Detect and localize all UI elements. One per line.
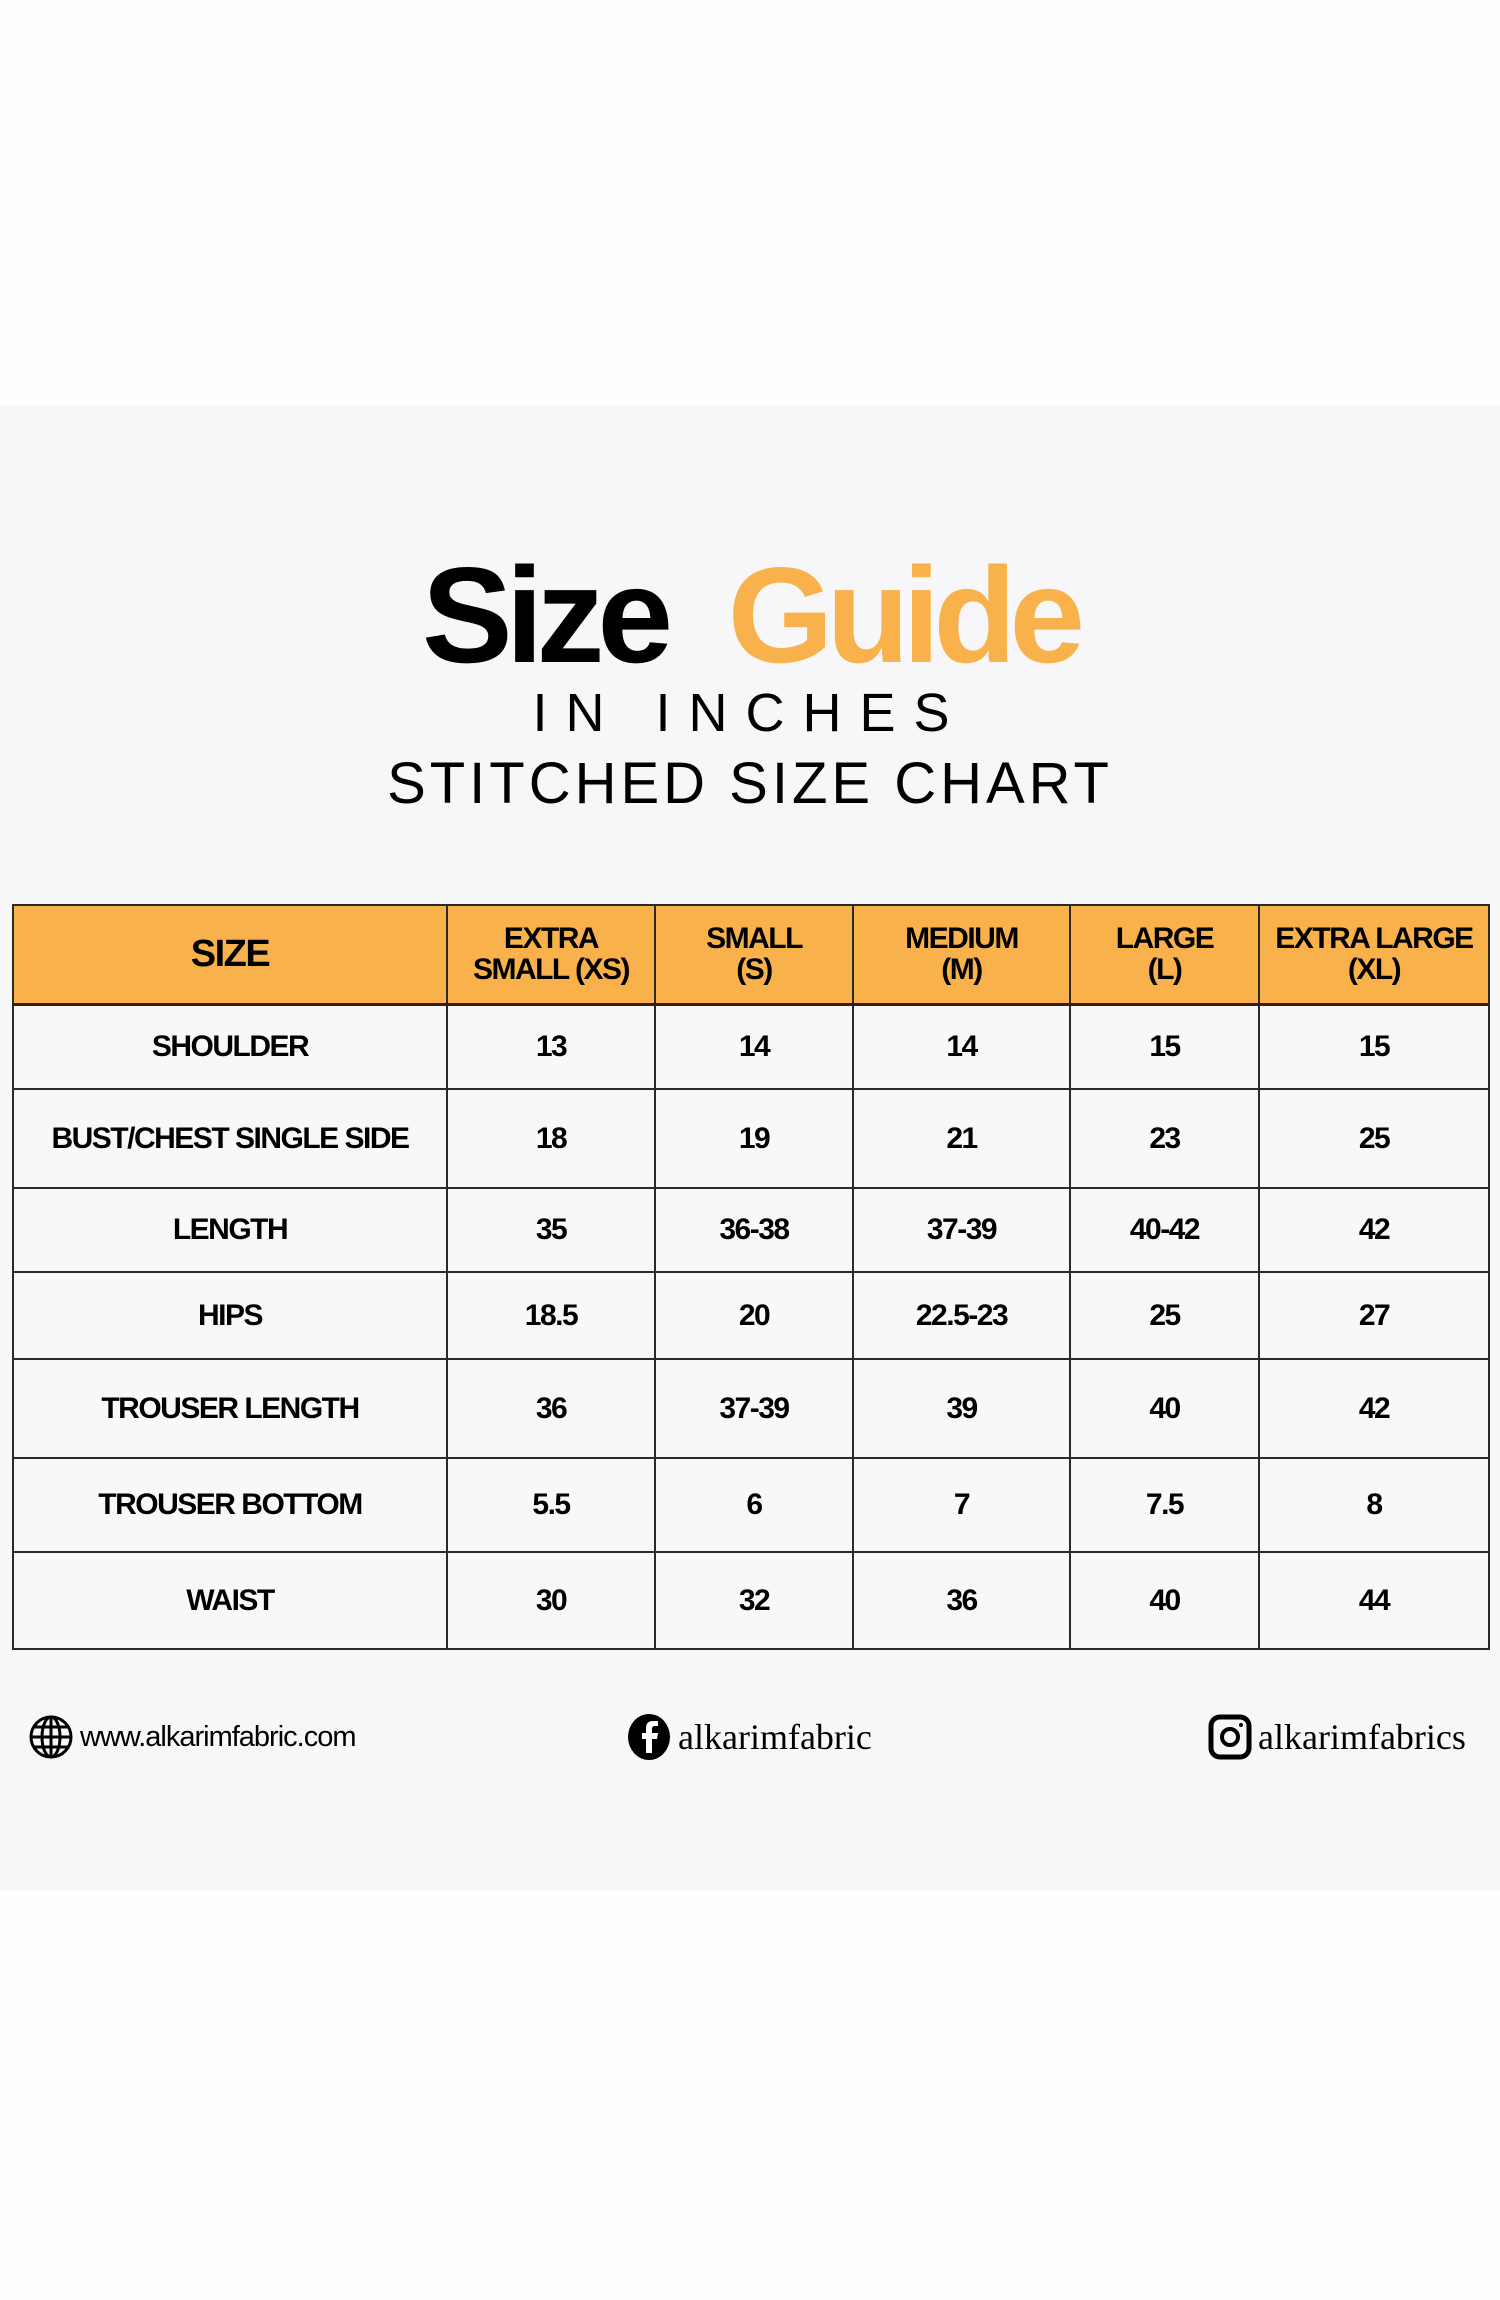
column-header-line: SMALL (706, 922, 803, 956)
measurement-value: 37-39 (654, 1358, 854, 1459)
measurement-value: 44 (1258, 1551, 1490, 1650)
column-header-line: (S) (736, 953, 773, 987)
measurement-value: 22.5-23 (852, 1271, 1071, 1360)
column-header: EXTRA SMALL (XS) (446, 904, 656, 1006)
measurement-value: 37-39 (852, 1187, 1071, 1273)
instagram-label: alkarimfabrics (1258, 1717, 1466, 1757)
website-label: www.alkarimfabric.com (80, 1720, 356, 1753)
measurement-value: 13 (446, 1003, 656, 1090)
column-header: LARGE (L) (1069, 904, 1260, 1006)
measurement-value: 27 (1258, 1271, 1490, 1360)
globe-icon (29, 1715, 73, 1759)
column-header-line: (L) (1147, 953, 1183, 987)
measurement-value: 32 (654, 1551, 854, 1650)
column-header-line: (XL) (1347, 953, 1402, 987)
table-row: BUST/CHEST SINGLE SIDE 18 19 21 23 25 (12, 1088, 1490, 1189)
instagram-icon (1208, 1714, 1252, 1760)
column-header-line: MEDIUM (905, 922, 1019, 956)
measurement-value: 8 (1258, 1457, 1490, 1553)
table-row: WAIST 30 32 36 40 44 (12, 1551, 1490, 1650)
website-link[interactable]: www.alkarimfabric.com (28, 1712, 356, 1762)
measurement-value: 25 (1258, 1088, 1490, 1189)
measurement-value: 35 (446, 1187, 656, 1273)
measurement-value: 30 (446, 1551, 656, 1650)
facebook-icon (628, 1714, 670, 1760)
measurement-value: 40-42 (1069, 1187, 1260, 1273)
measurement-value: 36 (852, 1551, 1071, 1650)
column-header: SMALL (S) (654, 904, 854, 1006)
column-header-line: SMALL (XS) (472, 953, 631, 987)
measurement-value: 20 (654, 1271, 854, 1360)
title-guide: Guide (727, 539, 1085, 691)
measurement-value: 7.5 (1069, 1457, 1260, 1553)
measurement-value: 5.5 (446, 1457, 656, 1553)
measurement-value: 23 (1069, 1088, 1260, 1189)
instagram-link[interactable]: alkarimfabrics (1208, 1712, 1466, 1762)
measurement-label: HIPS (12, 1271, 448, 1360)
column-header-line: (M) (941, 953, 983, 987)
chart-title: STITCHED SIZE CHART (387, 751, 1113, 816)
measurement-value: 36 (446, 1358, 656, 1459)
measurement-value: 15 (1258, 1003, 1490, 1090)
page-title: Size Guide (0, 540, 1500, 690)
table-row: HIPS 18.5 20 22.5-23 25 27 (12, 1271, 1490, 1360)
measurement-label: TROUSER BOTTOM (12, 1457, 448, 1553)
measurement-value: 15 (1069, 1003, 1260, 1090)
column-header-line: EXTRA (503, 922, 600, 956)
measurement-label: TROUSER LENGTH (12, 1358, 448, 1459)
measurement-value: 40 (1069, 1358, 1260, 1459)
measurement-label: WAIST (12, 1551, 448, 1650)
measurement-value: 25 (1069, 1271, 1260, 1360)
units-subtitle: IN INCHES (532, 683, 968, 743)
table-row: TROUSER LENGTH 36 37-39 39 40 42 (12, 1358, 1490, 1459)
column-header: EXTRA LARGE (XL) (1258, 904, 1490, 1006)
size-chart-table: SIZE EXTRA SMALL (XS) SMALL (S) MEDIUM (M) LARG… (12, 904, 1490, 1650)
title-size: Size (421, 539, 673, 691)
measurement-value: 39 (852, 1358, 1071, 1459)
table-row: TROUSER BOTTOM 5.5 6 7 7.5 8 (12, 1457, 1490, 1553)
measurement-label: LENGTH (12, 1187, 448, 1273)
table-row: LENGTH 35 36-38 37-39 40-42 42 (12, 1187, 1490, 1273)
column-header: MEDIUM (M) (852, 904, 1071, 1006)
column-header-line: EXTRA LARGE (1275, 922, 1474, 956)
table-row: SHOULDER 13 14 14 15 15 (12, 1003, 1490, 1090)
measurement-value: 14 (654, 1003, 854, 1090)
measurement-label: BUST/CHEST SINGLE SIDE (12, 1088, 448, 1189)
measurement-value: 42 (1258, 1187, 1490, 1273)
facebook-label: alkarimfabric (678, 1717, 872, 1757)
measurement-value: 7 (852, 1457, 1071, 1553)
measurement-label: SHOULDER (12, 1003, 448, 1090)
column-header-line: LARGE (1115, 922, 1215, 956)
measurement-value: 40 (1069, 1551, 1260, 1650)
measurement-value: 19 (654, 1088, 854, 1189)
measurement-value: 18.5 (446, 1271, 656, 1360)
measurement-value: 36-38 (654, 1187, 854, 1273)
measurement-value: 6 (654, 1457, 854, 1553)
measurement-value: 42 (1258, 1358, 1490, 1459)
measurement-value: 21 (852, 1088, 1071, 1189)
facebook-link[interactable]: alkarimfabric (626, 1712, 872, 1762)
measurement-value: 18 (446, 1088, 656, 1189)
measurement-value: 14 (852, 1003, 1071, 1090)
column-header: SIZE (12, 904, 448, 1006)
